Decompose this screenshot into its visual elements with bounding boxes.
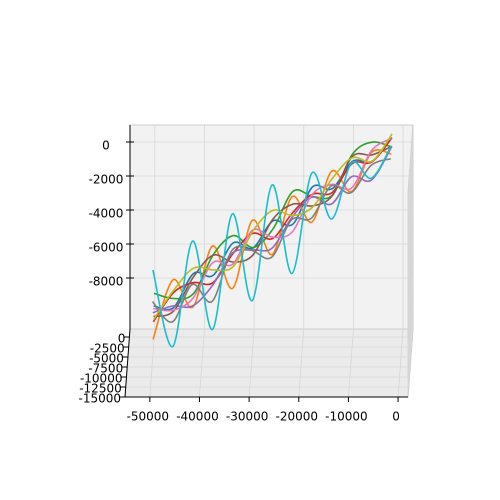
z-tick-label: -6000 [89,241,124,255]
series-line [152,137,393,323]
x-tick-label: 0 [392,410,400,424]
series-line [153,137,392,312]
x-tick-label: -40000 [176,410,219,424]
z-tick-label: -4000 [89,207,124,221]
x-tick-label: -20000 [276,410,319,424]
series-line [153,145,393,318]
series-line [152,145,392,348]
y-tick-label: -10000 [80,372,123,386]
grid-line [407,277,414,347]
y-tick-label: -5000 [89,352,124,366]
series-line [151,157,392,323]
series-line [153,133,393,320]
y-tick-label: -12500 [79,382,122,396]
grid-line [149,328,156,398]
x-tick-label: -30000 [226,410,269,424]
grid-line [397,328,404,398]
grid-line [248,328,255,398]
x-tick-label: -10000 [325,410,368,424]
grid-line [199,328,205,398]
grid-line [348,328,354,398]
series-line [153,141,393,300]
y-tick-label: -7500 [88,362,123,376]
z-tick-label: 0 [102,139,110,153]
x-tick-label: -50000 [127,410,170,424]
series-line [152,147,392,314]
axis-line [124,328,131,398]
grid-line [298,328,305,398]
y-tick-label: -15000 [78,392,121,406]
y-tick-label: -2500 [90,342,125,356]
z-tick-label: -8000 [89,275,124,289]
y-tick-label: 0 [118,332,126,346]
z-tick-label: -2000 [89,173,124,187]
